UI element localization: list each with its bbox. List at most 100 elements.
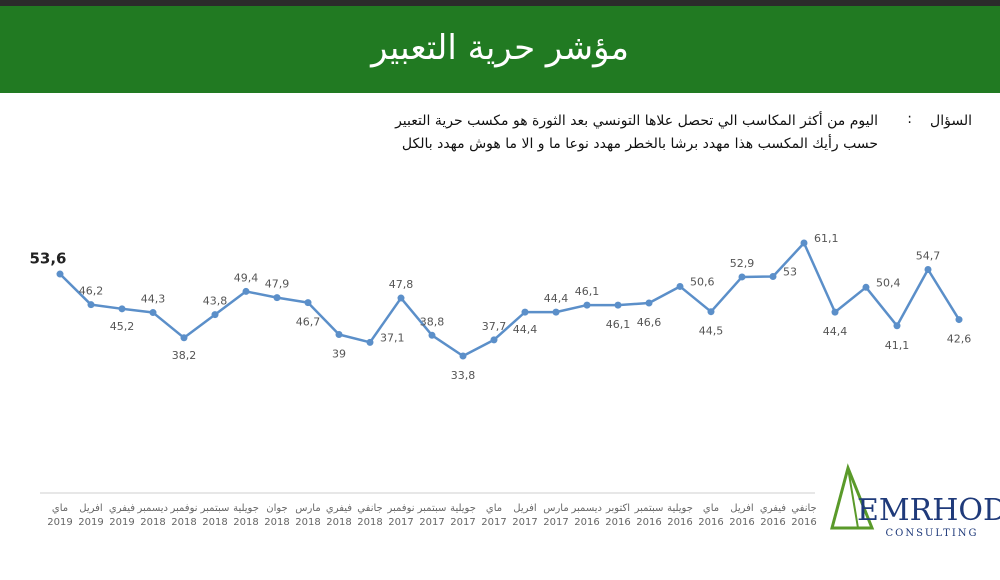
point (397, 294, 405, 302)
data-label: 49,4 (234, 271, 259, 284)
x-tick-label: جويلية 2017 (450, 503, 476, 528)
point (428, 331, 436, 339)
point (583, 301, 591, 309)
data-label: 52,9 (730, 257, 755, 270)
data-label: 47,8 (389, 278, 414, 291)
x-tick-label: فيفري 2016 (759, 503, 787, 528)
point (366, 338, 374, 346)
data-label: 39 (332, 347, 346, 360)
x-tick-label: مارس 2018 (295, 503, 321, 528)
point (552, 308, 560, 316)
x-tick-label: نوفمبر 2017 (387, 503, 415, 528)
data-label: 38,2 (172, 349, 197, 362)
data-label: 47,9 (265, 278, 290, 291)
x-tick-label: جويلية 2016 (667, 503, 693, 528)
x-tick-label: جانفي 2016 (791, 503, 817, 528)
question-separator: : (907, 111, 912, 127)
data-label: 46,2 (79, 285, 104, 298)
point (862, 283, 870, 291)
data-label: 46,1 (575, 285, 600, 298)
point (676, 282, 684, 290)
point (955, 316, 963, 324)
x-tick-label: افريل 2017 (512, 503, 538, 528)
x-tick-label: نوفمبر 2018 (170, 503, 198, 528)
data-label: 44,3 (141, 293, 166, 306)
x-tick-label: جانفي 2018 (357, 503, 383, 528)
data-label: 50,4 (876, 276, 901, 289)
data-label: 46,6 (637, 316, 662, 329)
point (831, 308, 839, 316)
point (149, 309, 157, 317)
x-tick-label: فيفري 2019 (108, 503, 136, 528)
x-tick-label: سبتمبر 2018 (200, 503, 230, 528)
point (211, 311, 219, 319)
data-label: 61,1 (814, 232, 839, 245)
x-tick-label: مارس 2017 (543, 503, 569, 528)
data-label: 54,7 (916, 249, 941, 262)
point (304, 299, 312, 307)
question-line: اليوم من أكثر المكاسب الي تحصل علاها الت… (395, 113, 878, 129)
x-tick-label: فيفري 2018 (325, 503, 353, 528)
x-tick-label: افريل 2019 (78, 503, 104, 528)
data-label: 46,7 (296, 316, 321, 329)
logo-stroke (847, 467, 859, 529)
x-tick-label: ديسمبر 2016 (571, 503, 602, 528)
x-tick-label: ماي 2016 (698, 503, 724, 528)
data-label: 41,1 (885, 339, 910, 352)
banner: مؤشر حرية التعبير (0, 6, 1000, 93)
point (893, 322, 901, 330)
point (273, 294, 281, 302)
point (614, 301, 622, 309)
logo: EMRHOD CONSULTING (830, 463, 1000, 539)
chart-title: مؤشر حرية التعبير (371, 28, 629, 68)
top-strip (0, 0, 1000, 6)
x-tick-label: ديسمبر 2018 (137, 503, 168, 528)
data-label: 43,8 (203, 295, 228, 308)
point (738, 273, 746, 281)
x-tick-label: جوان 2018 (264, 503, 290, 528)
point (180, 334, 188, 342)
logo-tagline: CONSULTING (885, 528, 978, 539)
point (645, 299, 653, 307)
logo-triangle (830, 463, 875, 530)
data-label: 33,8 (451, 369, 476, 382)
point (242, 287, 250, 295)
point (769, 273, 777, 281)
point (924, 265, 932, 273)
data-label: 45,2 (110, 320, 135, 333)
point (459, 352, 467, 360)
point (118, 305, 126, 313)
x-tick-label: افريل 2016 (729, 503, 755, 528)
question-line: حسب رأيك المكسب هذا مهدد برشا بالخطر مهد… (401, 136, 878, 152)
question-label: السؤال (930, 113, 972, 129)
point (335, 330, 343, 338)
point (521, 308, 529, 316)
point (56, 270, 64, 278)
x-tick-label: اكتوبر 2016 (605, 503, 631, 528)
x-tick-label: جويلية 2018 (233, 503, 259, 528)
x-tick-label: ماي 2017 (481, 503, 507, 528)
data-label: 42,6 (947, 333, 972, 346)
data-label: 46,1 (606, 318, 631, 331)
data-label: 37,7 (482, 320, 507, 333)
line (59, 241, 961, 358)
data-label: 44,4 (544, 292, 569, 305)
point (87, 301, 95, 309)
point (707, 308, 715, 316)
data-label: 44,4 (513, 323, 538, 336)
data-label: 53 (783, 266, 797, 279)
data-label: 38,8 (420, 315, 445, 328)
logo-name: EMRHOD (857, 493, 1000, 528)
point (490, 336, 498, 344)
data-label: 50,6 (690, 275, 715, 288)
point (800, 239, 808, 247)
data-label: 44,4 (823, 325, 848, 338)
data-label: 44,5 (699, 325, 724, 338)
x-tick-label: ماي 2019 (47, 503, 73, 528)
data-label: 53,6 (29, 250, 66, 268)
data-label: 37,1 (380, 331, 405, 344)
x-tick-label: سبتمبر 2016 (634, 503, 664, 528)
x-tick-label: سبتمبر 2017 (417, 503, 447, 528)
